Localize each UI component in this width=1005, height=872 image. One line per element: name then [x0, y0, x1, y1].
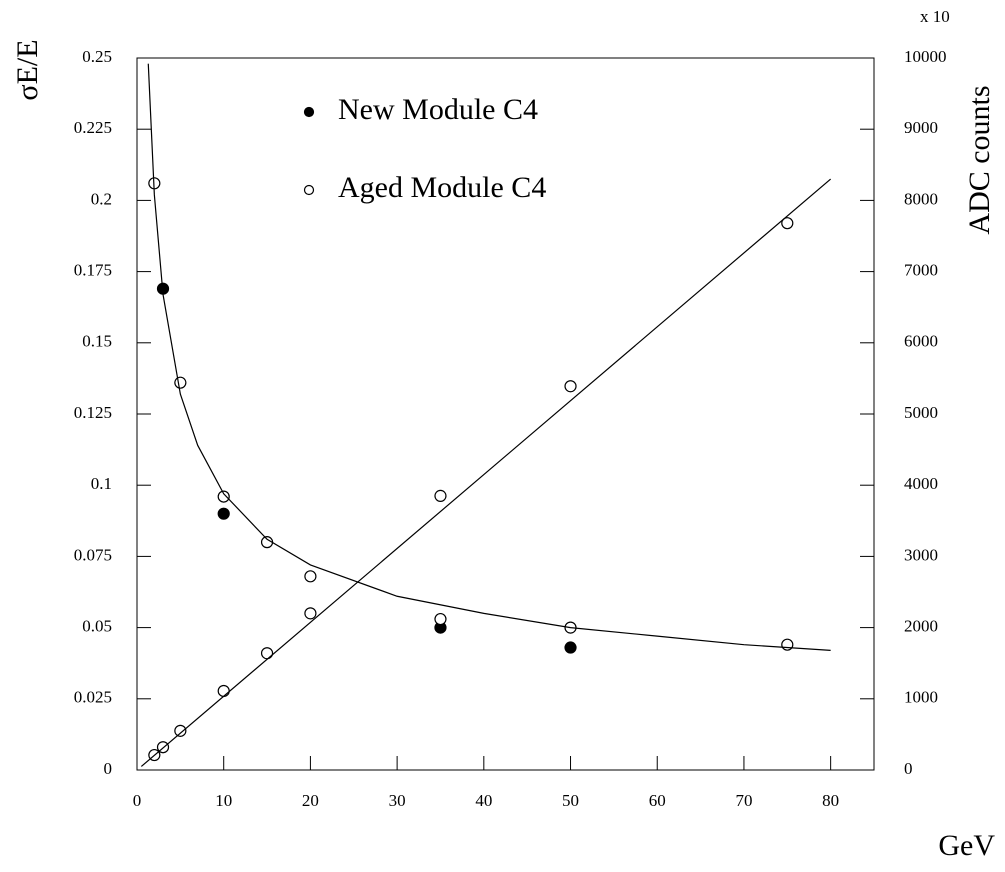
legend-label: Aged Module C4 [338, 171, 546, 204]
y2-axis-title: ADC counts [963, 85, 996, 234]
legend-marker [303, 184, 315, 196]
data-point [260, 647, 274, 660]
y-tick-label: 0.075 [74, 545, 112, 564]
y-tick-label: 0.025 [74, 688, 112, 707]
data-point [434, 489, 447, 502]
x-tick-label: 10 [215, 791, 232, 810]
y2-tick-label: 4000 [904, 474, 938, 493]
data-point [217, 684, 230, 698]
y-tick-label: 0.1 [91, 474, 112, 493]
x-axis-title: GeV [938, 829, 995, 862]
y2-tick-label: 2000 [904, 617, 938, 636]
data-point [174, 376, 187, 389]
x-tick-label: 40 [475, 791, 492, 810]
x-tick-label: 80 [822, 791, 839, 810]
legend-marker [303, 106, 315, 118]
y2-tick-label: 9000 [904, 118, 938, 137]
y2-tick-label: 8000 [904, 189, 938, 208]
y2-tick-label: 3000 [904, 545, 938, 564]
x-tick-label: 60 [649, 791, 666, 810]
y-tick-label: 0.175 [74, 261, 112, 280]
x-tick-label: 30 [389, 791, 406, 810]
data-point [217, 507, 230, 520]
data-point [781, 638, 794, 651]
data-point [304, 570, 317, 583]
data-point [174, 724, 187, 737]
y2-tick-label: 6000 [904, 332, 938, 351]
y2-tick-label: 10000 [904, 47, 947, 66]
legend-label: New Module C4 [338, 93, 538, 126]
y-tick-label: 0.125 [74, 403, 112, 422]
x-tick-label: 50 [562, 791, 579, 810]
y2-tick-label: 5000 [904, 403, 938, 422]
data-point [781, 217, 794, 230]
data-point [564, 380, 577, 393]
y-tick-label: 0.2 [91, 189, 112, 208]
plot-frame [136, 57, 875, 771]
y2-tick-label: 0 [904, 759, 913, 778]
y-tick-label: 0.15 [82, 332, 112, 351]
y2-tick-label: 7000 [904, 261, 938, 280]
data-point [564, 641, 577, 654]
data-point [434, 612, 447, 626]
y-axis-title: σE/E [11, 39, 44, 100]
fit-line [147, 63, 831, 651]
y2-tick-label: 1000 [904, 688, 938, 707]
data-point [304, 607, 317, 620]
data-point [217, 490, 230, 503]
y-tick-label: 0.225 [74, 118, 112, 137]
x-tick-label: 70 [735, 791, 752, 810]
y2-multiplier: x 10 [920, 7, 950, 26]
x-tick-label: 20 [302, 791, 319, 810]
y-tick-label: 0.25 [82, 47, 112, 66]
y-tick-label: 0 [104, 759, 113, 778]
fit-line [140, 178, 832, 767]
x-tick-label: 0 [133, 791, 142, 810]
y-tick-label: 0.05 [82, 617, 112, 636]
